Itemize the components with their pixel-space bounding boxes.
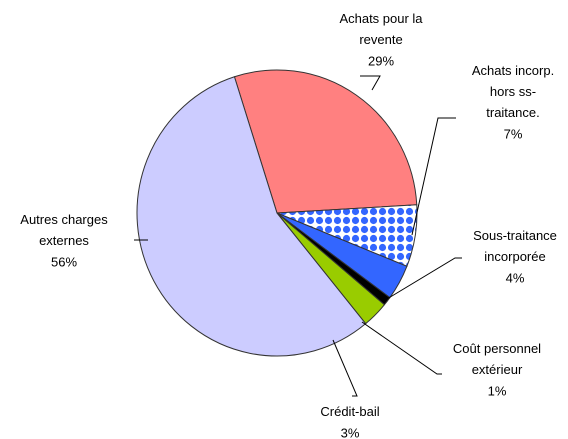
leader-line [361,321,442,375]
pie-slice [233,69,418,214]
label-line: traitance. [486,105,539,120]
label-line: incorporée [484,249,545,264]
leader-line [360,75,381,91]
category-label: Coût personnel extérieur [453,341,541,377]
value-label: 56% [51,254,77,269]
category-label: Sous-traitance incorporée [473,228,557,264]
label-line: externes [39,233,89,248]
leader-line [332,339,358,397]
leader-line [411,117,456,236]
category-label: Achats pour la revente [339,11,423,47]
label-line: Achats pour la [339,11,423,26]
value-label: 29% [368,53,394,68]
pie-slice [136,76,367,357]
leader-line [381,257,462,303]
label-line: Crédit-bail [320,404,379,419]
value-label: 7% [504,126,523,141]
category-label: Achats incorp. hors ss-traitance. [472,63,554,120]
label-line: extérieur [472,362,523,377]
category-label: Crédit-bail [320,404,379,419]
label-line: hors ss- [490,84,536,99]
value-label: 1% [488,383,507,398]
label-line: Achats incorp. [472,63,554,78]
category-label: Autres charges externes [20,212,108,248]
value-label: 4% [506,270,525,285]
label-line: Autres charges [20,212,108,227]
label-line: Sous-traitance [473,228,557,243]
value-label: 3% [341,425,360,439]
label-line: Coût personnel [453,341,541,356]
label-line: revente [359,32,402,47]
